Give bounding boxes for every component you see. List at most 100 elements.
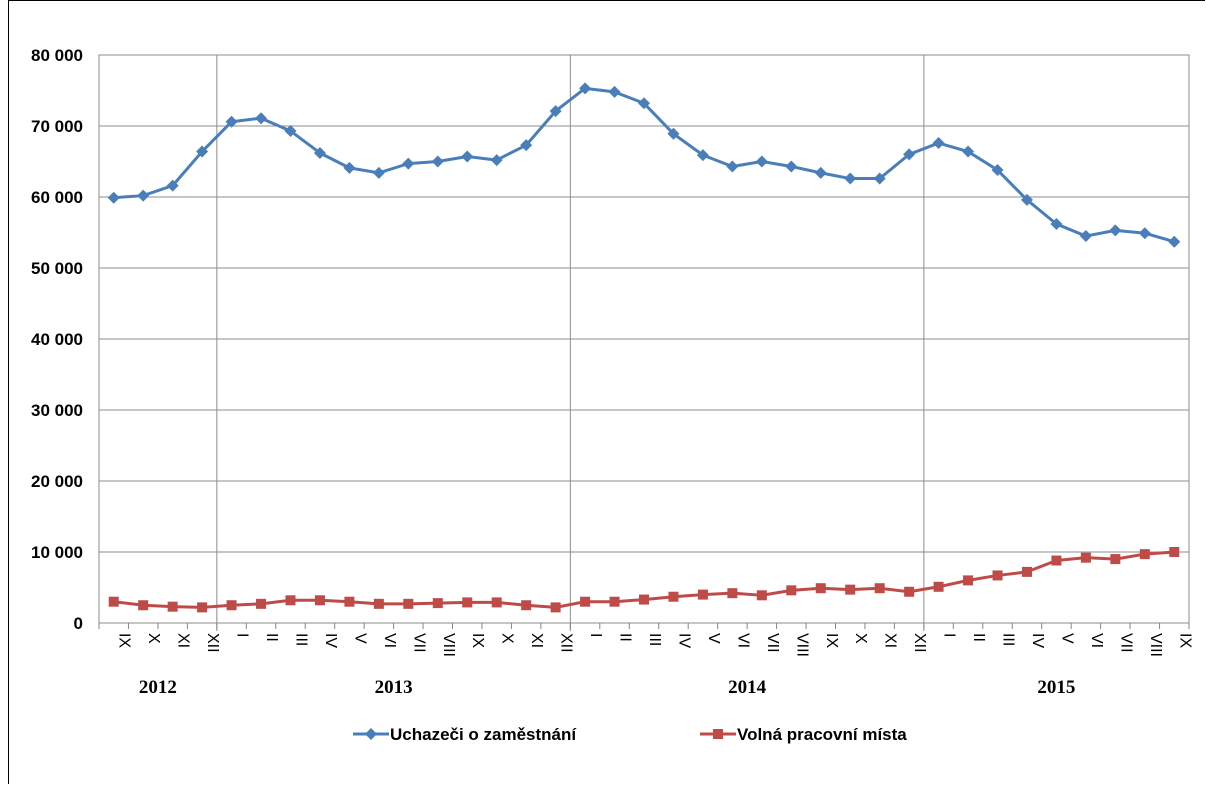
data-point (343, 161, 356, 174)
x-tick-label: V (351, 633, 368, 644)
data-point (873, 172, 886, 185)
data-point (785, 160, 798, 173)
legend-label: Volná pracovní místa (737, 725, 907, 744)
x-tick-label: III (646, 633, 663, 646)
data-point (814, 166, 827, 179)
x-tick-label: IV (322, 633, 339, 648)
data-point (579, 82, 592, 95)
legend-item-2: Volná pracovní místa (700, 725, 907, 744)
chart-frame (8, 0, 1205, 784)
data-point (667, 127, 680, 140)
data-point (138, 600, 149, 611)
data-point (845, 584, 856, 595)
data-point (167, 601, 178, 612)
y-tick-label: 60 000 (31, 188, 83, 207)
year-label: 2015 (1037, 677, 1075, 698)
data-point (313, 146, 326, 159)
data-point (874, 583, 885, 594)
data-point (226, 600, 237, 611)
data-point (1138, 227, 1151, 240)
x-tick-label: XII (558, 633, 575, 653)
data-point (963, 575, 974, 586)
data-point (1169, 547, 1180, 557)
data-point (844, 172, 857, 185)
data-point (431, 155, 444, 168)
x-tick-label: I (941, 633, 958, 637)
data-point (727, 588, 738, 599)
data-point (1021, 566, 1032, 577)
year-label: 2014 (728, 677, 767, 698)
x-tick-label: V (705, 633, 722, 644)
data-point (1020, 193, 1033, 206)
data-point (991, 164, 1004, 177)
legend-marker (365, 728, 377, 740)
x-tick-label: X (852, 633, 869, 644)
data-point (639, 594, 649, 605)
x-tick-label: VII (1117, 633, 1134, 653)
x-tick-label: XI (175, 633, 192, 648)
data-point (608, 85, 621, 98)
x-tick-label: III (1000, 633, 1017, 646)
x-tick-label: I (587, 633, 604, 637)
x-tick-label: X (145, 633, 162, 644)
data-point (904, 586, 915, 597)
x-tick-label: IX (469, 633, 486, 648)
data-point (903, 148, 916, 161)
data-point (933, 581, 944, 592)
data-point (1051, 555, 1062, 566)
year-label: 2012 (139, 677, 177, 698)
plot-area-border (98, 54, 1190, 624)
series-line (113, 86, 1175, 244)
x-tick-label: VI (734, 633, 751, 648)
data-point (373, 598, 384, 609)
y-tick-label: 30 000 (31, 401, 83, 420)
legend-marker (713, 729, 723, 739)
data-point (196, 145, 209, 158)
x-tick-label: XI (882, 633, 899, 648)
data-point (1080, 552, 1091, 563)
series-2 (108, 547, 1180, 613)
data-point (432, 598, 443, 609)
data-point (344, 596, 355, 607)
data-point (756, 590, 767, 601)
x-tick-label: XII (204, 633, 221, 653)
y-tick-label: 80 000 (31, 46, 83, 65)
x-tick-label: V (1058, 633, 1075, 644)
data-point (255, 112, 268, 125)
data-point (462, 597, 473, 608)
data-point (372, 166, 385, 179)
data-point (668, 591, 679, 602)
x-tick-label: XII (911, 633, 928, 653)
x-tick-label: IX (116, 633, 133, 648)
data-point (726, 160, 739, 173)
x-tick-label: I (234, 633, 251, 637)
y-tick-label: 50 000 (31, 259, 83, 278)
data-point (137, 189, 150, 202)
data-point (520, 139, 533, 152)
data-point (108, 596, 119, 607)
x-tick-label: IV (675, 633, 692, 648)
x-tick-label: VII (764, 633, 781, 653)
legend-item-1: Uchazeči o zaměstnání (353, 725, 577, 744)
data-point (580, 596, 591, 607)
data-point (225, 115, 238, 128)
data-point (197, 602, 208, 613)
data-point (932, 137, 945, 150)
data-point (815, 583, 826, 594)
data-point (166, 179, 179, 192)
year-label: 2013 (375, 677, 413, 698)
x-tick-label: IX (823, 633, 840, 648)
y-tick-label: 70 000 (31, 117, 83, 136)
data-point (1109, 224, 1122, 237)
data-point (490, 154, 503, 167)
data-point (1110, 554, 1121, 565)
data-point (962, 145, 975, 158)
data-point (992, 570, 1003, 581)
y-tick-label: 0 (74, 614, 83, 633)
data-point (696, 149, 709, 162)
x-tick-label: II (970, 633, 987, 642)
data-point (107, 191, 120, 204)
data-point (549, 105, 562, 118)
x-tick-label: VI (1088, 633, 1105, 648)
